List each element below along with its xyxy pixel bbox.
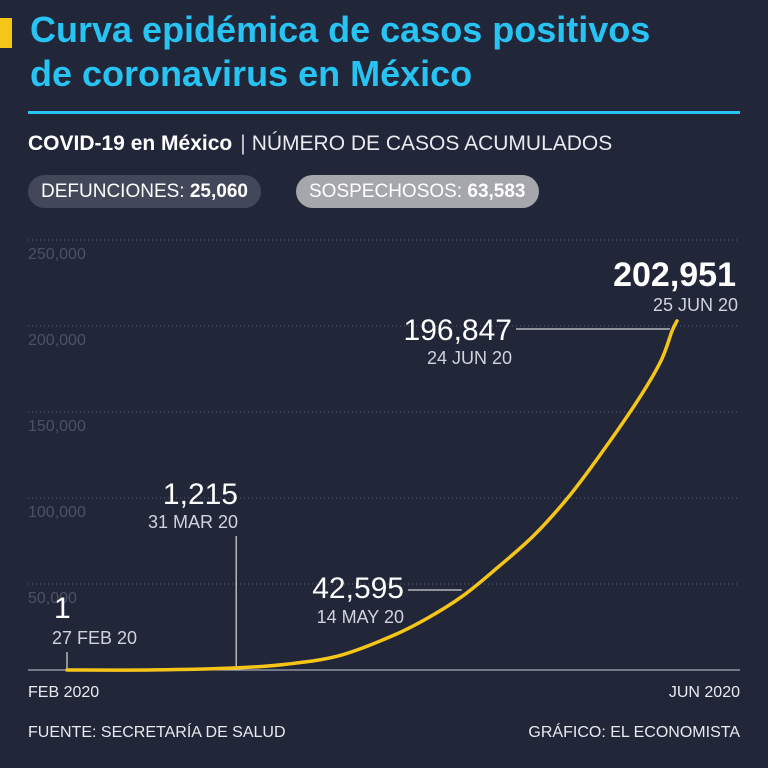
y-tick-label: 250,000 — [28, 246, 86, 263]
annotation-value-feb27: 1 — [54, 592, 71, 625]
y-tick-label: 100,000 — [28, 504, 86, 521]
annotation-date-feb27: 27 FEB 20 — [52, 628, 137, 648]
graphic-credit: GRÁFICO: EL ECONOMISTA — [528, 724, 740, 741]
chart-title: Curva epidémica de casos positivos de co… — [30, 8, 750, 96]
deaths-badge: DEFUNCIONES: 25,060 — [28, 175, 261, 208]
chart-subtitle: COVID-19 en México | NÚMERO DE CASOS ACUMU… — [28, 132, 612, 156]
annotation-value-mar31: 1,215 — [163, 478, 238, 511]
annotation-value-jun25: 202,951 — [613, 256, 736, 294]
subtitle-topic: COVID-19 en México — [28, 132, 233, 155]
deaths-value: 25,060 — [189, 181, 248, 202]
suspects-value: 63,583 — [467, 181, 526, 202]
subtitle-measure: NÚMERO DE CASOS ACUMULADOS — [251, 132, 613, 155]
subtitle-separator: | — [240, 132, 246, 155]
annotation-date-may14: 14 MAY 20 — [317, 607, 404, 627]
title-line-1: Curva epidémica de casos positivos — [30, 9, 651, 50]
deaths-label: DEFUNCIONES: — [41, 181, 185, 202]
annotation-value-jun24: 196,847 — [404, 314, 512, 347]
title-divider — [28, 111, 740, 114]
accent-bar — [0, 18, 12, 48]
title-line-2: de coronavirus en México — [30, 53, 473, 94]
y-tick-label: 50,000 — [28, 590, 77, 607]
x-axis-start-label: FEB 2020 — [28, 684, 99, 701]
cumulative-cases-line — [65, 319, 679, 672]
suspects-badge: SOSPECHOSOS: 63,583 — [296, 175, 539, 208]
annotation-date-mar31: 31 MAR 20 — [148, 512, 238, 532]
y-tick-label: 200,000 — [28, 332, 86, 349]
suspects-label: SOSPECHOSOS: — [309, 181, 463, 202]
annotation-date-jun24: 24 JUN 20 — [427, 348, 512, 368]
source-credit: FUENTE: SECRETARÍA DE SALUD — [28, 724, 286, 741]
annotation-value-may14: 42,595 — [312, 572, 404, 605]
annotation-date-jun25: 25 JUN 20 — [653, 295, 738, 315]
y-tick-label: 150,000 — [28, 418, 86, 435]
x-axis-end-label: JUN 2020 — [669, 684, 740, 701]
